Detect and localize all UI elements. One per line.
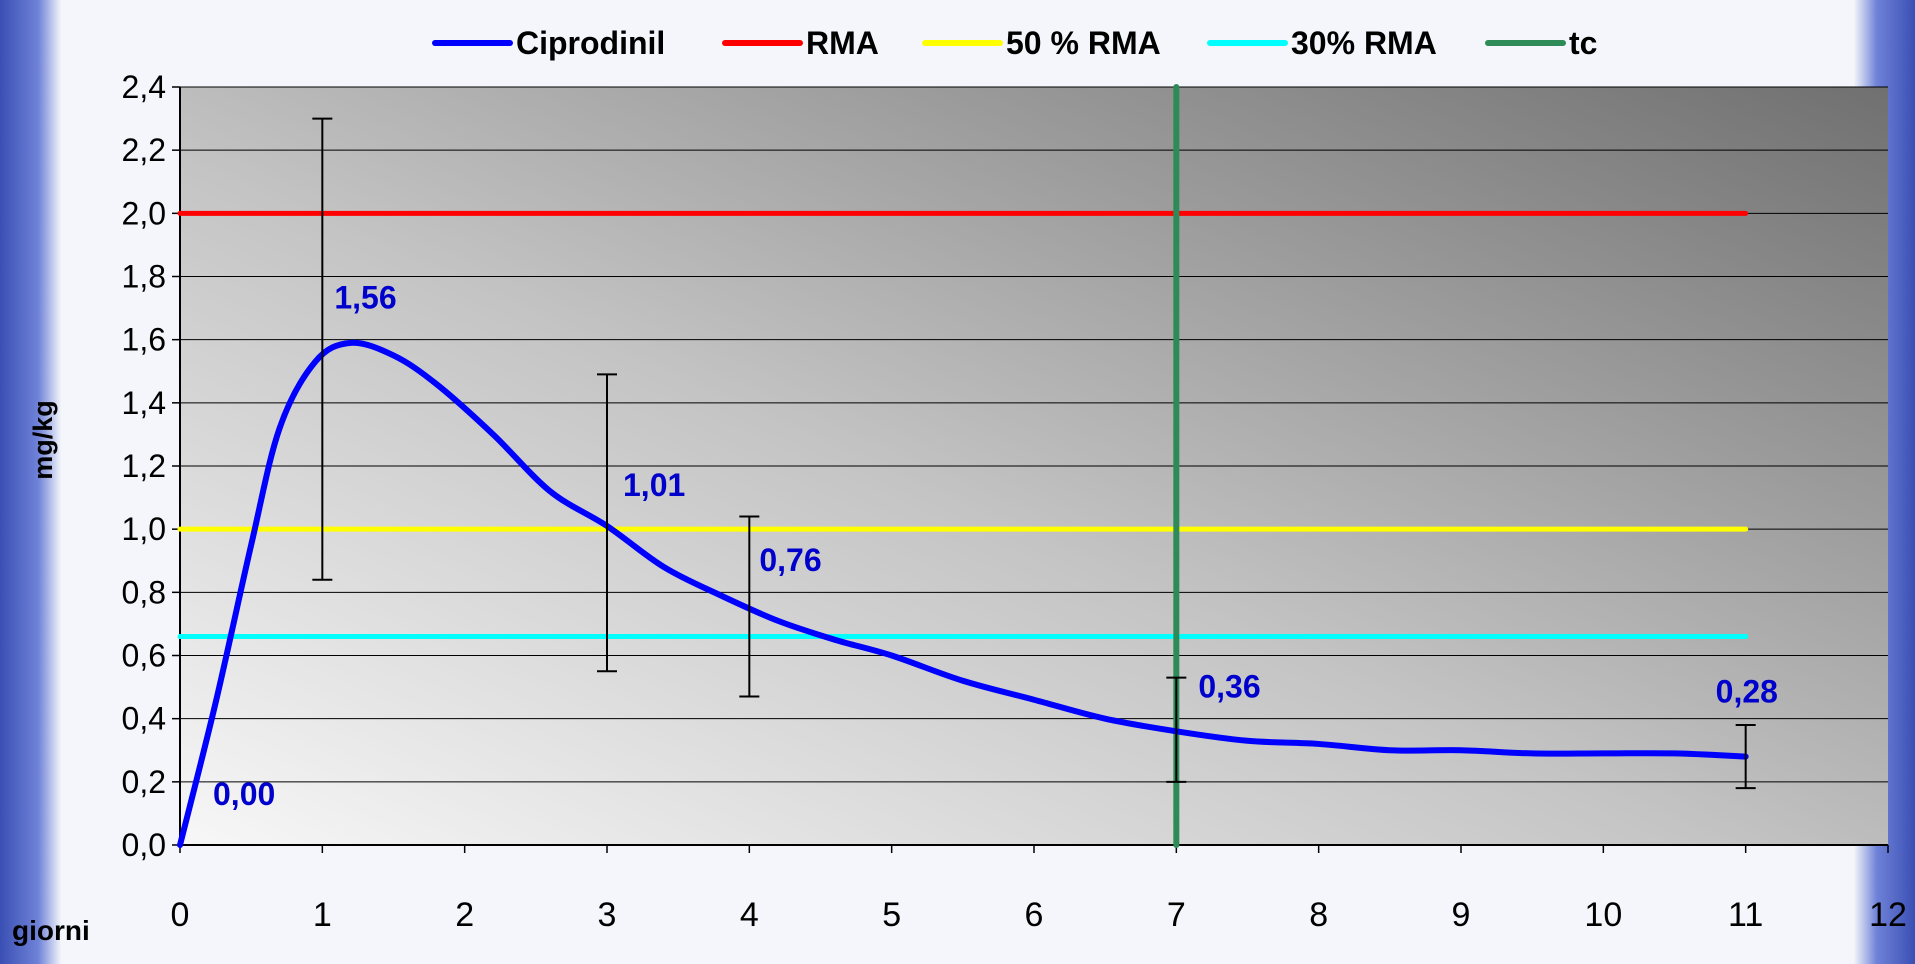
y-tick-label: 2,0: [122, 195, 166, 231]
y-tick-label: 0,4: [122, 701, 166, 737]
legend-label: Ciprodinil: [516, 25, 665, 61]
y-tick-label: 1,4: [122, 385, 166, 421]
y-tick-label: 1,6: [122, 322, 166, 358]
y-tick-label: 0,6: [122, 638, 166, 674]
data-label: 0,28: [1716, 674, 1778, 710]
x-tick-label: 2: [455, 896, 474, 934]
legend-label: tc: [1569, 25, 1597, 61]
x-tick-label: 9: [1452, 896, 1471, 934]
legend-item: 50 % RMA: [922, 25, 1161, 61]
y-tick-label: 0,2: [122, 764, 166, 800]
x-tick-label: 0: [171, 896, 190, 934]
error-bars: [312, 117, 1756, 790]
error-bar: [1735, 723, 1756, 790]
data-label: 0,36: [1198, 668, 1260, 704]
y-tick-label: 1,2: [122, 448, 166, 484]
error-bar: [312, 117, 333, 581]
y-tick-label: 1,8: [122, 259, 166, 295]
x-tick-label: 1: [313, 896, 332, 934]
legend-item: Ciprodinil: [432, 25, 665, 61]
error-bar: [1166, 676, 1187, 783]
error-bar: [597, 373, 617, 673]
x-tick-label: 6: [1025, 896, 1044, 934]
x-axis-label: giorni: [12, 915, 90, 946]
x-tick-label: 7: [1167, 896, 1186, 934]
axes: 0,0 0,2 0,4 0,6 0,8 1,0 1,2 1,4 1,6 1,8 2,0 2,2 2,4 0…: [122, 69, 1907, 934]
data-label: 0,00: [213, 776, 275, 812]
legend-item: 30% RMA: [1207, 25, 1437, 61]
data-label: 1,56: [334, 279, 396, 315]
x-tick-label: 8: [1309, 896, 1328, 934]
data-labels: 0,00 1,56 1,01 0,76 0,36 0,28: [213, 279, 1778, 812]
x-tick-label: 5: [882, 896, 901, 934]
x-tick-label: 11: [1728, 896, 1763, 934]
legend-label: 30% RMA: [1291, 25, 1437, 61]
y-tick-label: 0,8: [122, 574, 166, 610]
series-ciprodinil-line: [177, 339, 1749, 848]
legend: Ciprodinil RMA 50 % RMA 30% RMA tc: [432, 25, 1597, 61]
legend-label: RMA: [806, 25, 879, 61]
legend-label: 50 % RMA: [1006, 25, 1161, 61]
y-axis-label: mg/kg: [28, 400, 58, 480]
y-tick-label: 2,4: [122, 69, 166, 105]
legend-item: RMA: [722, 25, 879, 61]
y-tick-label: 2,2: [122, 132, 166, 168]
x-tick-label: 3: [598, 896, 617, 934]
y-tick-label: 0,0: [122, 827, 166, 863]
x-tick-label: 4: [740, 896, 759, 934]
data-label: 1,01: [623, 467, 685, 503]
x-tick-label: 10: [1584, 896, 1622, 934]
error-bar: [739, 515, 760, 698]
x-tick-label: 12: [1869, 896, 1907, 934]
y-tick-label: 1,0: [122, 511, 166, 547]
data-label: 0,76: [759, 542, 821, 578]
legend-item: tc: [1485, 25, 1597, 61]
